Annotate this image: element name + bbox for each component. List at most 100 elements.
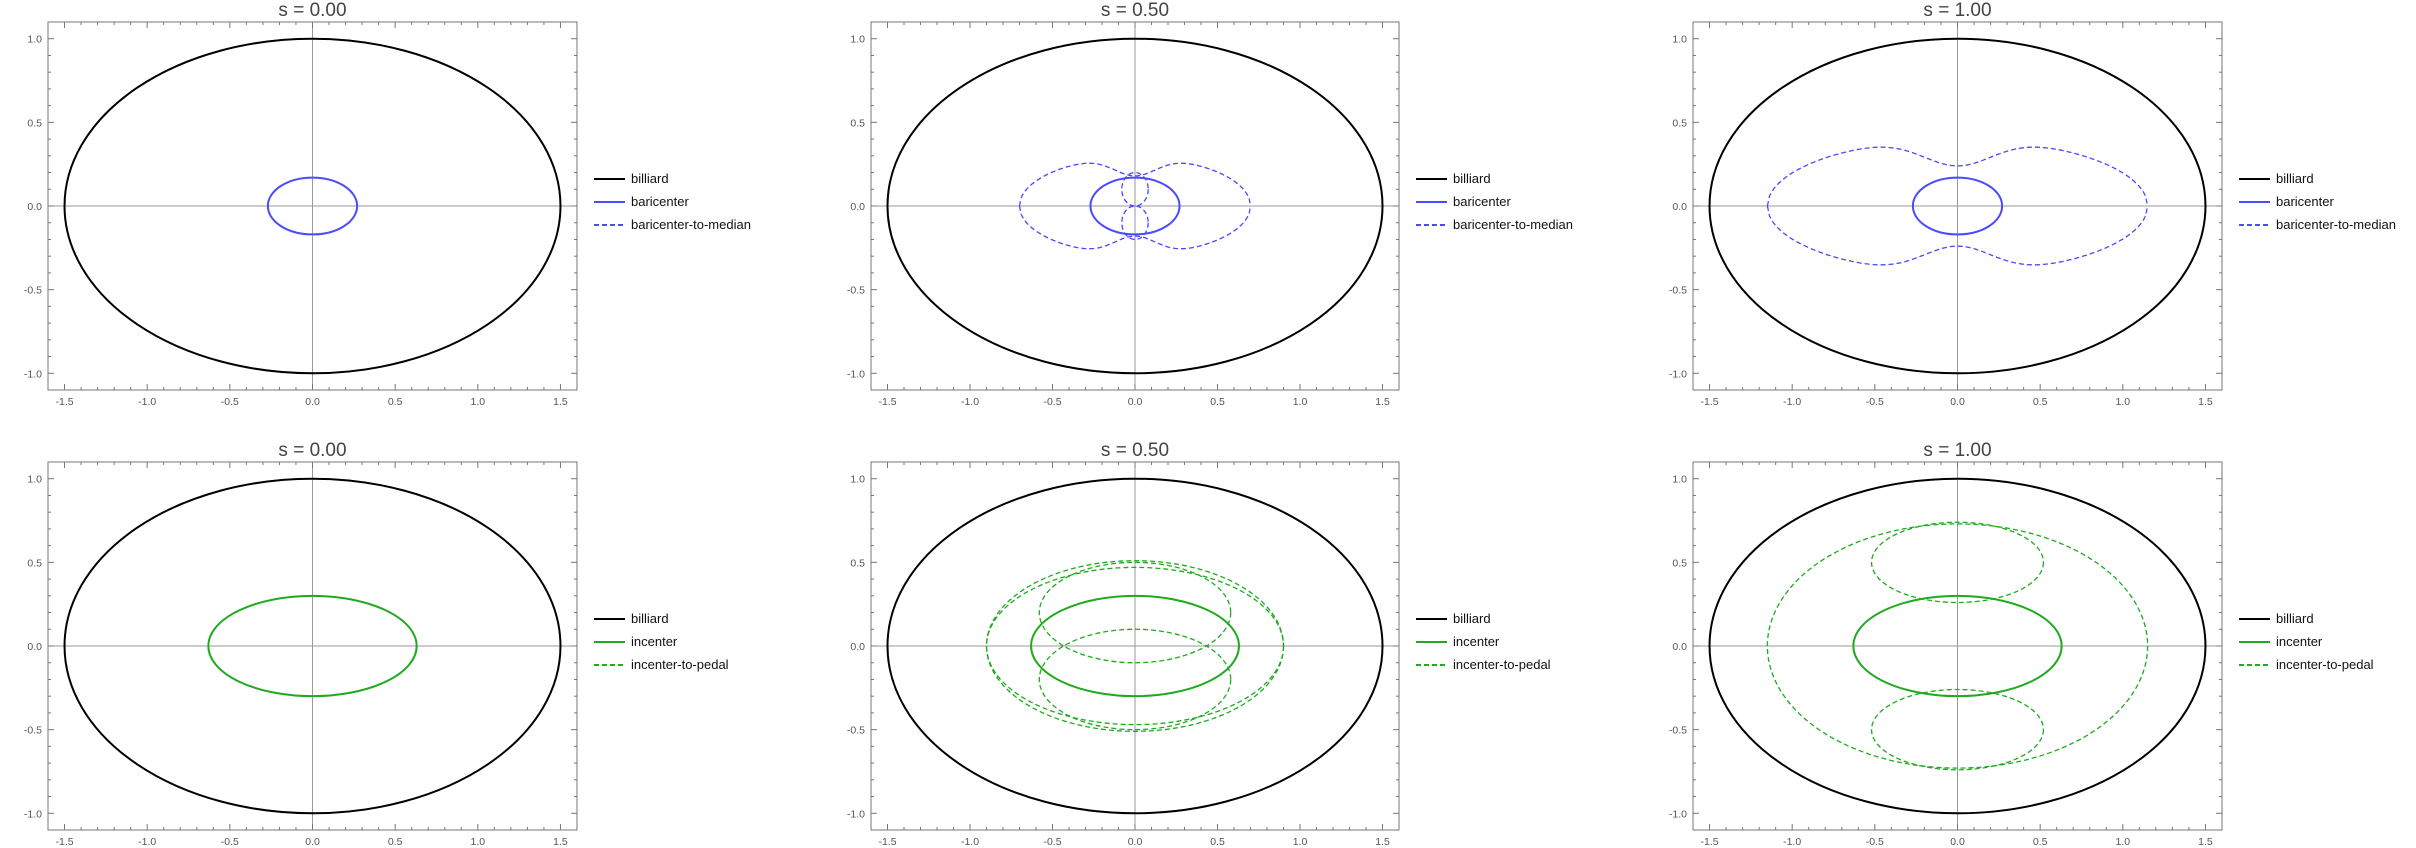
- x-tick-label: -1.5: [1700, 836, 1718, 848]
- legend-label: billiard: [2276, 611, 2314, 626]
- y-tick-label: -0.5: [847, 725, 865, 737]
- legend-label: baricenter: [2276, 194, 2334, 209]
- chart-panel-6: s = 1.00 -1.5 -1.0 -0.5 0.0 0.5 1.0 1.5 -1.0 -0.5…: [1669, 440, 2374, 848]
- x-tick-label: 1.0: [2116, 836, 2131, 848]
- x-tick-label: 1.5: [2198, 396, 2213, 408]
- x-tick-label: 0.5: [2033, 396, 2048, 408]
- series-incenter-to-pedal: [1870, 688, 2045, 771]
- x-tick-label: -1.0: [1783, 396, 1801, 408]
- legend-label: billiard: [631, 171, 669, 186]
- y-tick-label: 0.5: [1672, 117, 1687, 129]
- series-baricenter: [1089, 176, 1181, 236]
- series-baricenter-to-median: [1766, 205, 2149, 266]
- y-tick-label: -0.5: [24, 285, 42, 297]
- series-billiard: [886, 37, 1384, 375]
- y-tick-label: 0.5: [850, 557, 865, 569]
- x-tick-label: -0.5: [1043, 836, 1061, 848]
- x-tick-label: 1.0: [2116, 396, 2131, 408]
- legend-label: billiard: [631, 611, 669, 626]
- y-tick-label: 0.5: [1672, 557, 1687, 569]
- x-tick-label: -1.0: [138, 396, 156, 408]
- legend: billiard baricenter baricenter-to-median: [594, 171, 751, 232]
- series-billiard: [1708, 477, 2207, 815]
- chart-title: s = 0.50: [1101, 440, 1169, 461]
- y-tick-label: 0.0: [1672, 641, 1687, 653]
- y-tick-label: -1.0: [24, 368, 42, 380]
- legend-label: baricenter-to-median: [631, 217, 751, 232]
- y-tick-label: 1.0: [1672, 34, 1687, 46]
- series-billiard: [1708, 37, 2207, 375]
- tick-marks: [47, 461, 578, 831]
- y-tick-label: -1.0: [24, 808, 42, 820]
- x-tick-label: -1.5: [878, 396, 896, 408]
- legend: billiard baricenter baricenter-to-median: [2239, 171, 2396, 232]
- x-tick-label: -1.0: [138, 836, 156, 848]
- x-tick-label: 1.5: [1375, 836, 1390, 848]
- plot-area: [1708, 477, 2207, 815]
- y-tick-label: 1.0: [27, 34, 42, 46]
- x-tick-label: 0.0: [1128, 836, 1143, 848]
- series-billiard: [63, 477, 562, 815]
- legend: billiard baricenter baricenter-to-median: [1416, 171, 1573, 232]
- y-tick-label: 0.0: [850, 201, 865, 213]
- y-tick-label: 0.5: [27, 557, 42, 569]
- y-tick-label: 1.0: [27, 474, 42, 486]
- series-incenter-to-pedal: [1766, 523, 2149, 769]
- plot-area: [1708, 37, 2207, 375]
- plot-area: [63, 37, 562, 375]
- legend: billiard incenter incenter-to-pedal: [594, 611, 729, 672]
- tick-marks: [47, 21, 578, 391]
- series-incenter: [1852, 594, 2063, 698]
- y-tick-label: -0.5: [1669, 725, 1687, 737]
- plot-area: [886, 477, 1384, 815]
- series-billiard: [63, 37, 562, 375]
- legend-label: billiard: [1453, 611, 1491, 626]
- series-incenter-to-pedal: [1870, 521, 2045, 604]
- legend-label: incenter-to-pedal: [631, 657, 729, 672]
- x-tick-label: 1.5: [2198, 836, 2213, 848]
- plot-area: [63, 477, 562, 815]
- y-tick-label: 1.0: [850, 474, 865, 486]
- legend-label: baricenter-to-median: [1453, 217, 1573, 232]
- x-tick-label: -0.5: [1043, 396, 1061, 408]
- chart-title: s = 1.00: [1923, 0, 1991, 21]
- x-tick-label: 1.0: [1293, 396, 1308, 408]
- series-baricenter: [1911, 176, 2004, 236]
- series-billiard: [886, 477, 1384, 815]
- series-baricenter: [266, 176, 359, 236]
- legend-label: baricenter-to-median: [2276, 217, 2396, 232]
- x-tick-label: 1.5: [553, 396, 568, 408]
- y-tick-label: 0.0: [1672, 201, 1687, 213]
- legend-label: billiard: [2276, 171, 2314, 186]
- x-tick-label: -0.5: [1866, 396, 1884, 408]
- chart-title: s = 0.00: [278, 0, 346, 21]
- chart-title: s = 0.00: [278, 440, 346, 461]
- series-incenter: [1030, 594, 1240, 698]
- x-tick-label: -1.0: [1783, 836, 1801, 848]
- tick-marks: [870, 21, 1400, 391]
- chart-title: s = 0.50: [1101, 0, 1169, 21]
- x-tick-label: -1.5: [55, 396, 73, 408]
- tick-marks: [1692, 21, 2223, 391]
- x-tick-label: 1.0: [471, 836, 486, 848]
- chart-title: s = 1.00: [1923, 440, 1991, 461]
- chart-panel-4: s = 0.00 -1.5 -1.0 -0.5 0.0 0.5 1.0 1.5 -1.0 -0.5…: [24, 440, 729, 848]
- y-tick-label: 0.5: [850, 117, 865, 129]
- x-tick-label: -1.0: [961, 836, 979, 848]
- x-tick-label: 0.0: [1128, 396, 1143, 408]
- y-tick-label: 1.0: [1672, 474, 1687, 486]
- x-tick-label: 1.0: [1293, 836, 1308, 848]
- tick-marks: [1692, 461, 2223, 831]
- y-tick-label: 0.0: [850, 641, 865, 653]
- series-incenter: [207, 594, 418, 698]
- x-tick-label: 0.0: [1950, 836, 1965, 848]
- y-tick-label: -0.5: [847, 285, 865, 297]
- y-tick-label: 0.0: [27, 201, 42, 213]
- y-tick-label: 0.5: [27, 117, 42, 129]
- legend: billiard incenter incenter-to-pedal: [1416, 611, 1551, 672]
- series-incenter-to-pedal: [1038, 561, 1232, 664]
- plot-area: [886, 37, 1384, 375]
- x-tick-label: 0.5: [2033, 836, 2048, 848]
- x-tick-label: -1.5: [878, 836, 896, 848]
